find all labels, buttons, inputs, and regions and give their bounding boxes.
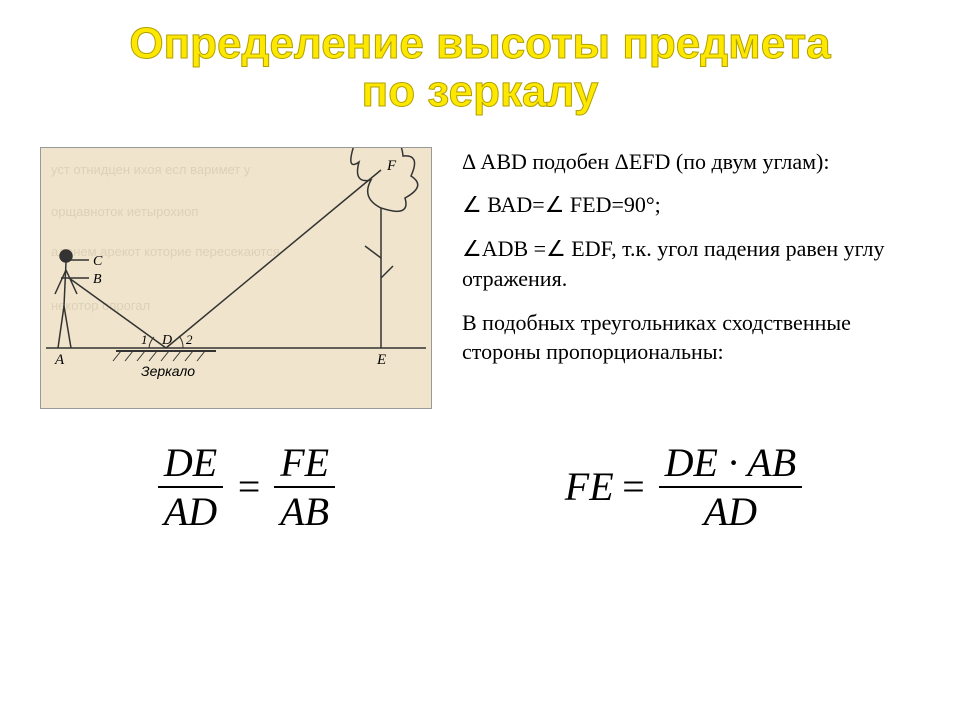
explain-line-1: Δ АВD подобен ΔЕFD (по двум углам): (462, 147, 920, 177)
svg-text:B: B (93, 272, 102, 287)
ghost-line: орщавноток иетырохиоп (51, 204, 198, 219)
title-line-2: по зеркалу (40, 68, 920, 116)
f1-rhs-num: FE (274, 439, 335, 488)
explain-line-2: ∠ ВАD=∠ FЕD=90°; (462, 190, 920, 220)
svg-text:D: D (161, 333, 172, 348)
explain-line-3: ∠АDB =∠ ЕDF, т.к. угол падения равен угл… (462, 234, 920, 293)
ghost-line: алонем арекот которие пересекаются (51, 244, 280, 259)
ghost-line: некотор опрогал (51, 298, 150, 313)
svg-text:1: 1 (141, 332, 148, 347)
f1-rhs-den: AB (274, 488, 335, 535)
svg-text:F: F (386, 158, 397, 174)
diagram-svg: Зеркало (41, 148, 431, 408)
mirror-diagram: уст отнидцен ихоя есл варимет у орщавнот… (40, 147, 432, 409)
equals-sign: = (235, 463, 262, 510)
formula-result: FE = DE · AB AD (565, 439, 808, 535)
equals-sign: = (620, 463, 647, 510)
formulas-row: DE AD = FE AB FE = DE · AB AD (40, 439, 920, 535)
content-row: уст отнидцен ихоя есл варимет у орщавнот… (40, 147, 920, 409)
f2-lhs: FE (565, 463, 614, 510)
f2-rhs-num: DE · AB (659, 439, 802, 488)
formula-proportion: DE AD = FE AB (152, 439, 341, 535)
explain-line-4: В подобных треугольниках сходственные ст… (462, 308, 920, 367)
ghost-line: уст отнидцен ихоя есл варимет у (51, 162, 250, 177)
f1-lhs-den: AD (158, 488, 223, 535)
svg-text:2: 2 (186, 332, 193, 347)
f2-rhs-den: AD (659, 488, 802, 535)
title-line-1: Определение высоты предмета (40, 20, 920, 68)
f1-lhs-num: DE (158, 439, 223, 488)
svg-text:A: A (54, 352, 65, 368)
svg-text:E: E (376, 352, 386, 368)
mirror-label-text: Зеркало (141, 363, 195, 379)
explanation-block: Δ АВD подобен ΔЕFD (по двум углам): ∠ ВА… (462, 147, 920, 381)
page-title: Определение высоты предмета по зеркалу (40, 20, 920, 117)
